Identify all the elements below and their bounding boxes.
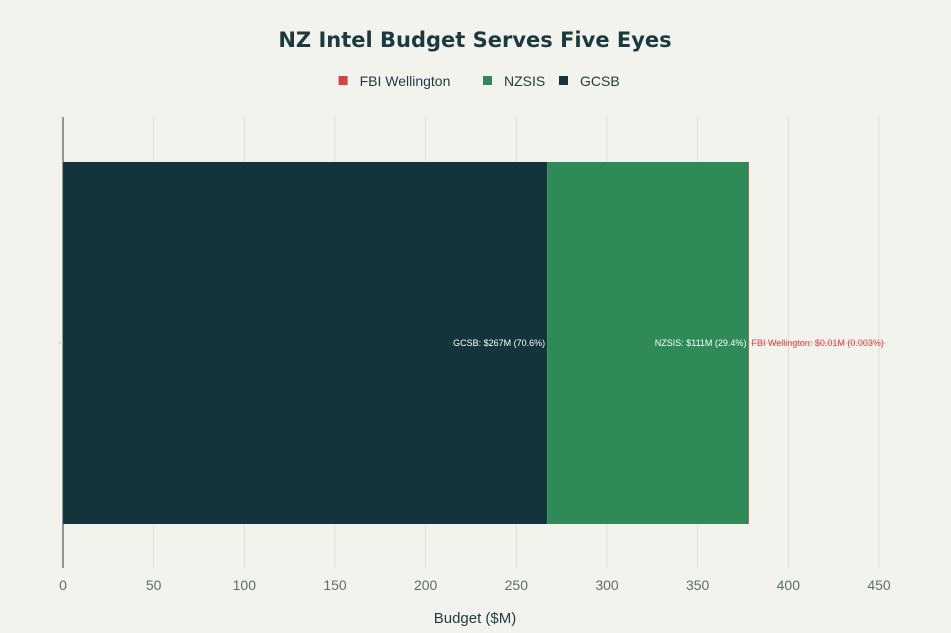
bar-gcsb [63, 162, 548, 524]
x-axis: 0 50 100 150 200 250 300 350 400 450 [58, 117, 891, 593]
legend-swatch-fbi-wellington [338, 76, 348, 85]
legend-label-fbi-wellington: FBI Wellington [360, 73, 451, 89]
x-tick-label-200: 200 [414, 577, 438, 593]
legend: FBI Wellington NZSIS GCSB [338, 73, 620, 89]
x-tick-label-300: 300 [595, 577, 619, 593]
x-axis-title: Budget ($M) [434, 610, 517, 627]
data-label-fbi-wellington: FBI Wellington: $0.01M (0.003%) [751, 338, 883, 348]
x-tick-label-450: 450 [867, 577, 891, 593]
chart-title: NZ Intel Budget Serves Five Eyes [278, 28, 671, 52]
legend-swatch-nzsis [483, 76, 492, 85]
x-tick-label-50: 50 [146, 577, 162, 593]
x-tick-label-350: 350 [686, 577, 710, 593]
data-label-nzsis: NZSIS: $111M (29.4%) [655, 338, 747, 348]
legend-swatch-gcsb [559, 76, 568, 85]
x-tick-label-400: 400 [777, 577, 801, 593]
x-tick-label-150: 150 [323, 577, 347, 593]
x-tick-label-250: 250 [505, 577, 529, 593]
bar-nzsis [547, 162, 749, 524]
x-tick-label-100: 100 [233, 577, 257, 593]
bars: GCSB: $267M (70.6%) NZSIS: $111M (29.4%) F… [63, 162, 886, 524]
legend-label-gcsb: GCSB [580, 73, 620, 89]
x-tick-label-0: 0 [59, 577, 67, 593]
legend-label-nzsis: NZSIS [504, 73, 545, 89]
data-label-gcsb: GCSB: $267M (70.6%) [453, 338, 545, 348]
